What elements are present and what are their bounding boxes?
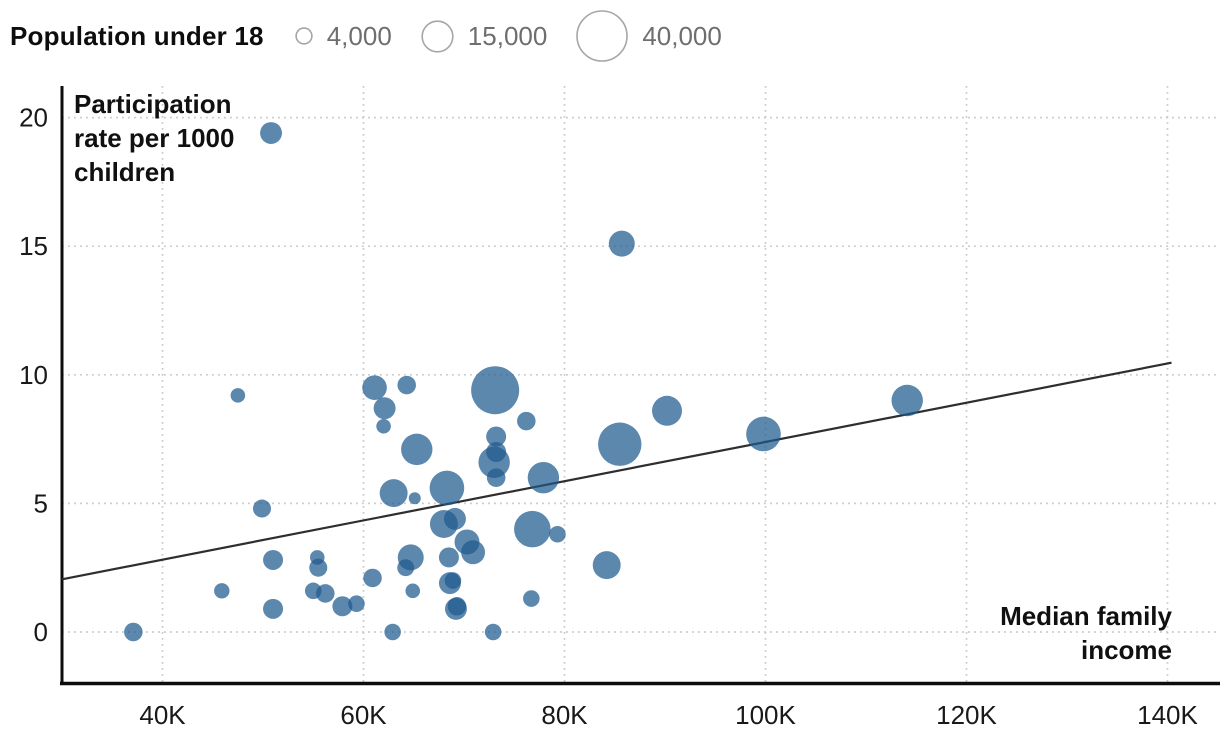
bubble: [260, 122, 283, 145]
bubble: [484, 623, 502, 641]
trend-line: [61, 361, 1172, 581]
bubble: [891, 384, 923, 417]
bubble: [408, 492, 421, 505]
bubble: [384, 623, 401, 641]
x-axis-title: Median family income: [1000, 601, 1172, 666]
legend-circle-medium-icon: [421, 19, 454, 53]
bubble: [461, 540, 486, 565]
x-tick-label: 100K: [735, 700, 796, 730]
bubble: [363, 568, 382, 588]
x-tick-label: 120K: [936, 700, 997, 730]
bubble: [517, 411, 536, 431]
bubble: [348, 595, 365, 612]
legend-circle: [576, 10, 629, 62]
size-legend: Population under 18 4,000 15,000 40,000: [10, 0, 750, 72]
x-tick-label: 140K: [1137, 700, 1198, 730]
legend-item-4000: 4,000: [294, 21, 392, 52]
bubble: [438, 547, 459, 568]
bubble: [592, 551, 621, 580]
y-tick-label: 10: [19, 360, 48, 390]
bubble: [401, 433, 433, 466]
bubble: [527, 461, 560, 494]
legend-item-15000: 15,000: [420, 19, 548, 54]
bubble: [124, 622, 143, 642]
bubble: [443, 507, 466, 530]
bubble: [429, 470, 465, 506]
bubble: [230, 388, 246, 403]
tick-labels: 0 5 10 15 20 40K 60K 80K 100K 120K 140K: [19, 103, 1198, 730]
bubble: [444, 572, 462, 589]
y-axis-title: Participation rate per 1000 children: [74, 89, 235, 187]
y-tick-label: 15: [19, 231, 48, 261]
bubble: [263, 598, 284, 619]
bubble: [332, 596, 353, 617]
legend-circle-large-icon: [576, 10, 629, 62]
legend-circle: [421, 19, 454, 53]
bubble: [252, 499, 272, 518]
bubble: [405, 583, 421, 599]
bubble: [373, 397, 396, 420]
bubbles: [124, 122, 923, 642]
y-tick-label: 0: [34, 617, 48, 647]
bubble: [598, 422, 642, 466]
bubble: [471, 366, 520, 415]
bubble: [652, 395, 683, 426]
bubble: [608, 230, 635, 257]
bubble: [486, 441, 507, 462]
bubble: [379, 479, 408, 508]
bubble: [309, 550, 325, 565]
bubble: [304, 582, 322, 600]
bubble: [746, 416, 781, 452]
bubble: [263, 549, 284, 570]
bubble: [397, 559, 415, 577]
bubble: [523, 590, 540, 607]
y-tick-label: 20: [19, 103, 48, 133]
legend-title: Population under 18: [10, 20, 264, 51]
bubble: [397, 375, 416, 395]
y-tick-label: 5: [34, 488, 48, 518]
x-tick-label: 60K: [340, 700, 387, 730]
legend-circle-small-icon: [295, 27, 313, 45]
bubble: [447, 597, 467, 616]
legend-size-label: 4,000: [326, 20, 392, 51]
bubble: [362, 375, 387, 400]
bubble: [514, 510, 551, 548]
bubble: [214, 583, 230, 599]
x-tick-label: 40K: [139, 700, 186, 730]
legend-size-label: 40,000: [642, 20, 722, 51]
x-tick-label: 80K: [541, 700, 588, 730]
bubble: [549, 525, 566, 543]
legend-item-40000: 40,000: [575, 9, 722, 63]
bubble: [486, 426, 507, 447]
legend-circle: [295, 27, 313, 45]
bubble: [486, 468, 506, 487]
legend-size-label: 15,000: [467, 20, 548, 51]
bubble: [376, 418, 391, 434]
